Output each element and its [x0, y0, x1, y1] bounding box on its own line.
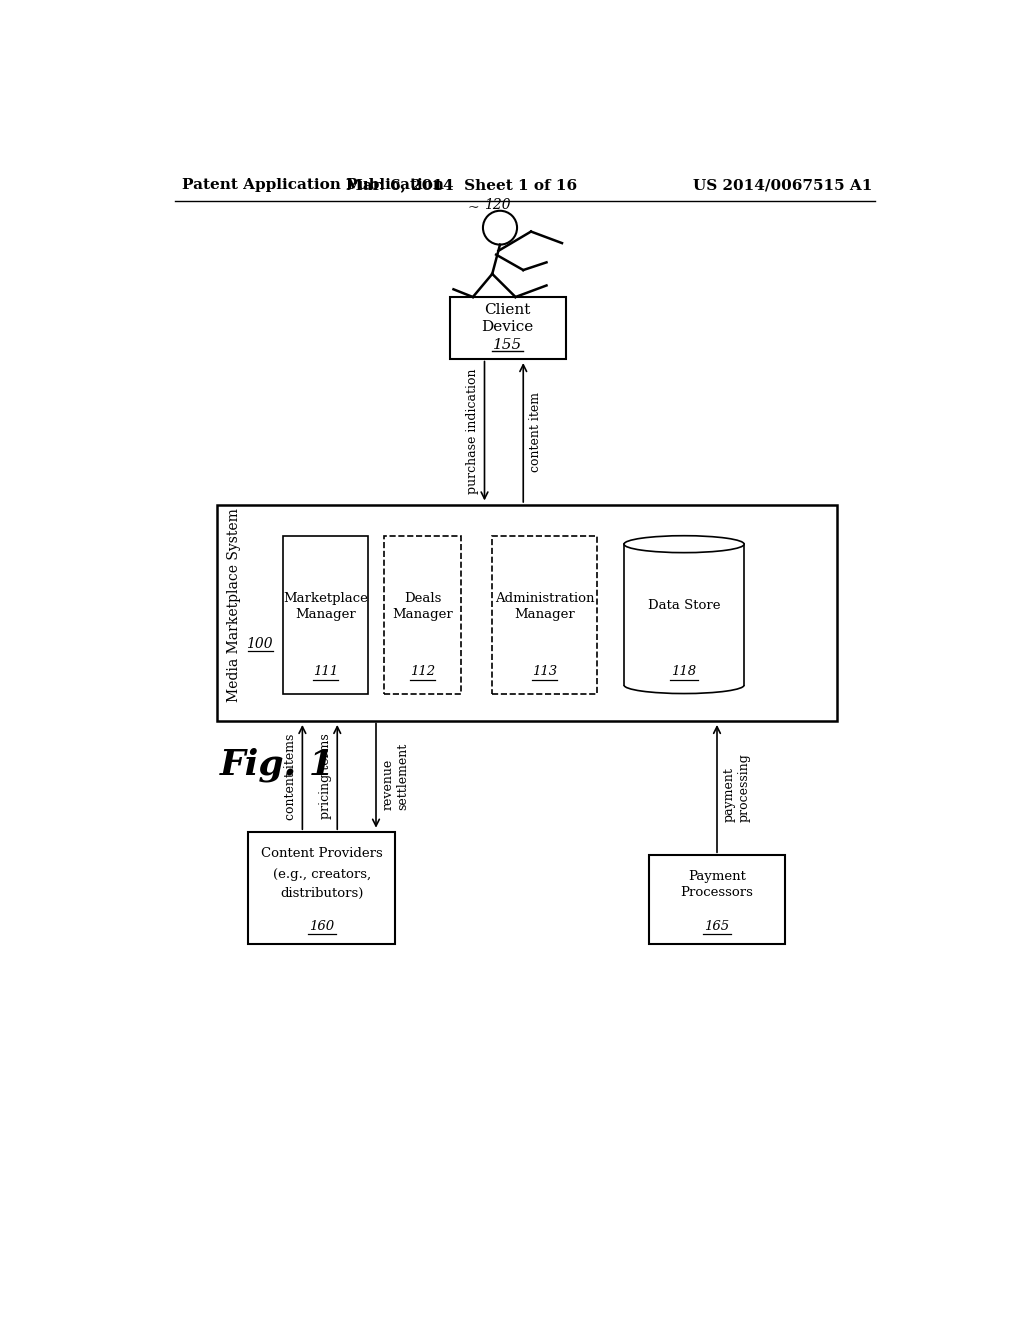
- Text: 160: 160: [309, 920, 334, 933]
- Text: Fig. 1: Fig. 1: [219, 747, 335, 781]
- Text: pricing terms: pricing terms: [318, 734, 332, 820]
- Text: 113: 113: [532, 665, 557, 678]
- Text: revenue
settlement: revenue settlement: [381, 743, 410, 810]
- Text: ~: ~: [467, 202, 478, 215]
- Text: payment
processing: payment processing: [722, 754, 751, 822]
- Text: 112: 112: [410, 665, 435, 678]
- Text: Marketplace
Manager: Marketplace Manager: [284, 593, 368, 622]
- FancyBboxPatch shape: [283, 536, 369, 693]
- Text: distributors): distributors): [280, 887, 364, 900]
- Text: Deals
Manager: Deals Manager: [392, 593, 453, 622]
- Text: Patent Application Publication: Patent Application Publication: [182, 178, 444, 193]
- Text: Mar. 6, 2014  Sheet 1 of 16: Mar. 6, 2014 Sheet 1 of 16: [346, 178, 577, 193]
- Text: purchase indication: purchase indication: [466, 370, 479, 495]
- Text: 100: 100: [247, 636, 273, 651]
- Text: 120: 120: [484, 198, 511, 211]
- Text: Payment
Processors: Payment Processors: [681, 870, 754, 899]
- FancyBboxPatch shape: [248, 832, 395, 944]
- Text: (e.g., creators,: (e.g., creators,: [272, 869, 371, 880]
- FancyBboxPatch shape: [217, 506, 838, 721]
- Text: 155: 155: [494, 338, 522, 351]
- FancyBboxPatch shape: [493, 536, 597, 693]
- Ellipse shape: [624, 536, 744, 553]
- Text: Content Providers: Content Providers: [261, 847, 383, 861]
- FancyBboxPatch shape: [384, 536, 461, 693]
- Text: 165: 165: [705, 920, 729, 933]
- Text: 111: 111: [313, 665, 338, 678]
- Text: content items: content items: [284, 733, 297, 820]
- Text: Media Marketplace System: Media Marketplace System: [227, 508, 242, 702]
- FancyBboxPatch shape: [649, 855, 784, 944]
- Text: content item: content item: [528, 392, 542, 471]
- Text: 118: 118: [672, 665, 696, 678]
- Text: Client
Device: Client Device: [481, 302, 534, 334]
- Text: US 2014/0067515 A1: US 2014/0067515 A1: [692, 178, 872, 193]
- FancyBboxPatch shape: [450, 297, 566, 359]
- Text: Administration
Manager: Administration Manager: [495, 593, 594, 622]
- Text: Data Store: Data Store: [648, 599, 720, 612]
